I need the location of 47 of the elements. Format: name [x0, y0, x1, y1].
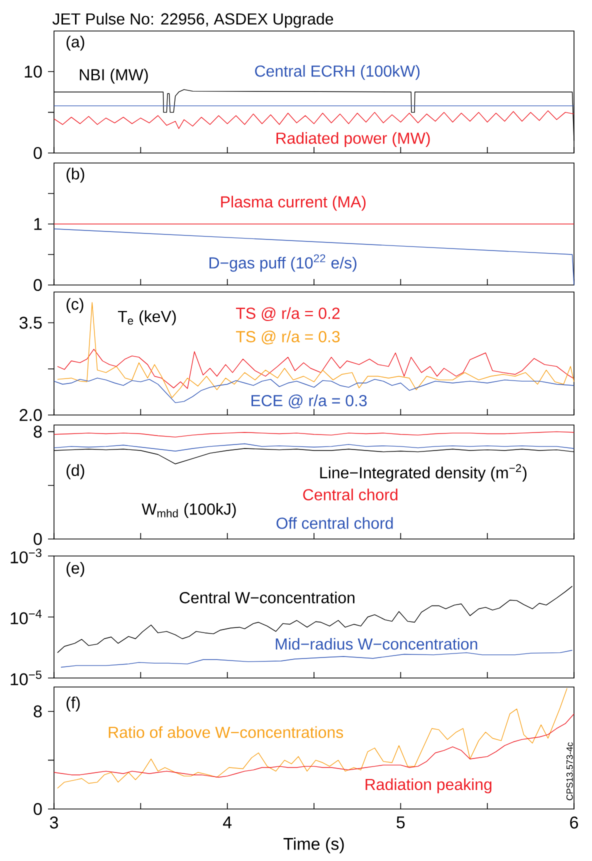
series-label: Plasma current (MA) — [221, 196, 366, 211]
text: Central chord — [303, 488, 398, 500]
series-label: Radiated power (MW) — [276, 132, 430, 148]
legend-title: Line−Integrated density (m$^{−2}$) — [320, 464, 526, 482]
text: TS @ r/a = 0.2 — [236, 307, 340, 322]
series-label: ECE @ r/a = 0.3 — [252, 394, 367, 408]
y-tick-label: 1 — [34, 218, 42, 230]
series-label: Ratio of above W−concentrations — [108, 726, 344, 738]
series-label: Mid−radius W−concentration — [276, 638, 478, 650]
line-series — [54, 443, 574, 452]
annotation: T$_{e}$ (keV) — [118, 310, 176, 326]
annotation: CPS13.573-4c — [566, 742, 573, 800]
series-label: TS @ r/a = 0.3 — [236, 330, 340, 344]
text: W$_{mhd}$ (100kJ) — [142, 503, 236, 518]
annotation: (e) — [66, 562, 84, 577]
x-tick-label: 3 — [50, 816, 58, 829]
annotation: (f) — [66, 696, 80, 712]
y-tick-label: 8 — [34, 705, 42, 718]
y-tick-label: 10$^{−3}$ — [10, 548, 42, 564]
y-tick-label: 0 — [34, 532, 42, 546]
y-tick-label: 0 — [34, 802, 42, 816]
series-label: Central ECRH (100kW) — [255, 65, 420, 80]
x-axis-title: Time (s) — [284, 837, 344, 854]
text: Off central chord — [276, 517, 393, 529]
series-label: Central W−concentration — [180, 592, 354, 604]
y-tick-label: 8 — [34, 426, 42, 438]
y-tick-label: 10$^{−5}$ — [10, 670, 42, 686]
line-series — [57, 348, 574, 389]
x-tick-label: 4 — [223, 816, 232, 828]
annotation: (c) — [66, 298, 84, 313]
x-tick-label: 6 — [570, 816, 578, 829]
y-tick-label: 0 — [34, 146, 42, 160]
chart-title: JET Pulse No: 22956, ASDEX Upgrade — [52, 12, 334, 28]
y-tick-label: 10$^{−4}$ — [10, 610, 42, 624]
x-tick-label: 5 — [396, 816, 405, 828]
annotation: (b) — [66, 168, 84, 183]
annotation: (a) — [66, 36, 84, 51]
y-tick-label: 0 — [34, 278, 42, 292]
legend-label: NBI (MW) — [80, 68, 148, 84]
series-label: D−gas puff (10$^{22}$ e/s) — [210, 254, 356, 272]
annotation: (d) — [66, 464, 84, 480]
series-label: Radiation peaking — [366, 778, 492, 794]
y-tick-label: 3.5 — [19, 316, 42, 329]
y-tick-label: 2.0 — [20, 408, 42, 422]
line-series — [54, 110, 574, 129]
y-tick-label: 10 — [24, 66, 42, 78]
line-series — [60, 650, 573, 668]
